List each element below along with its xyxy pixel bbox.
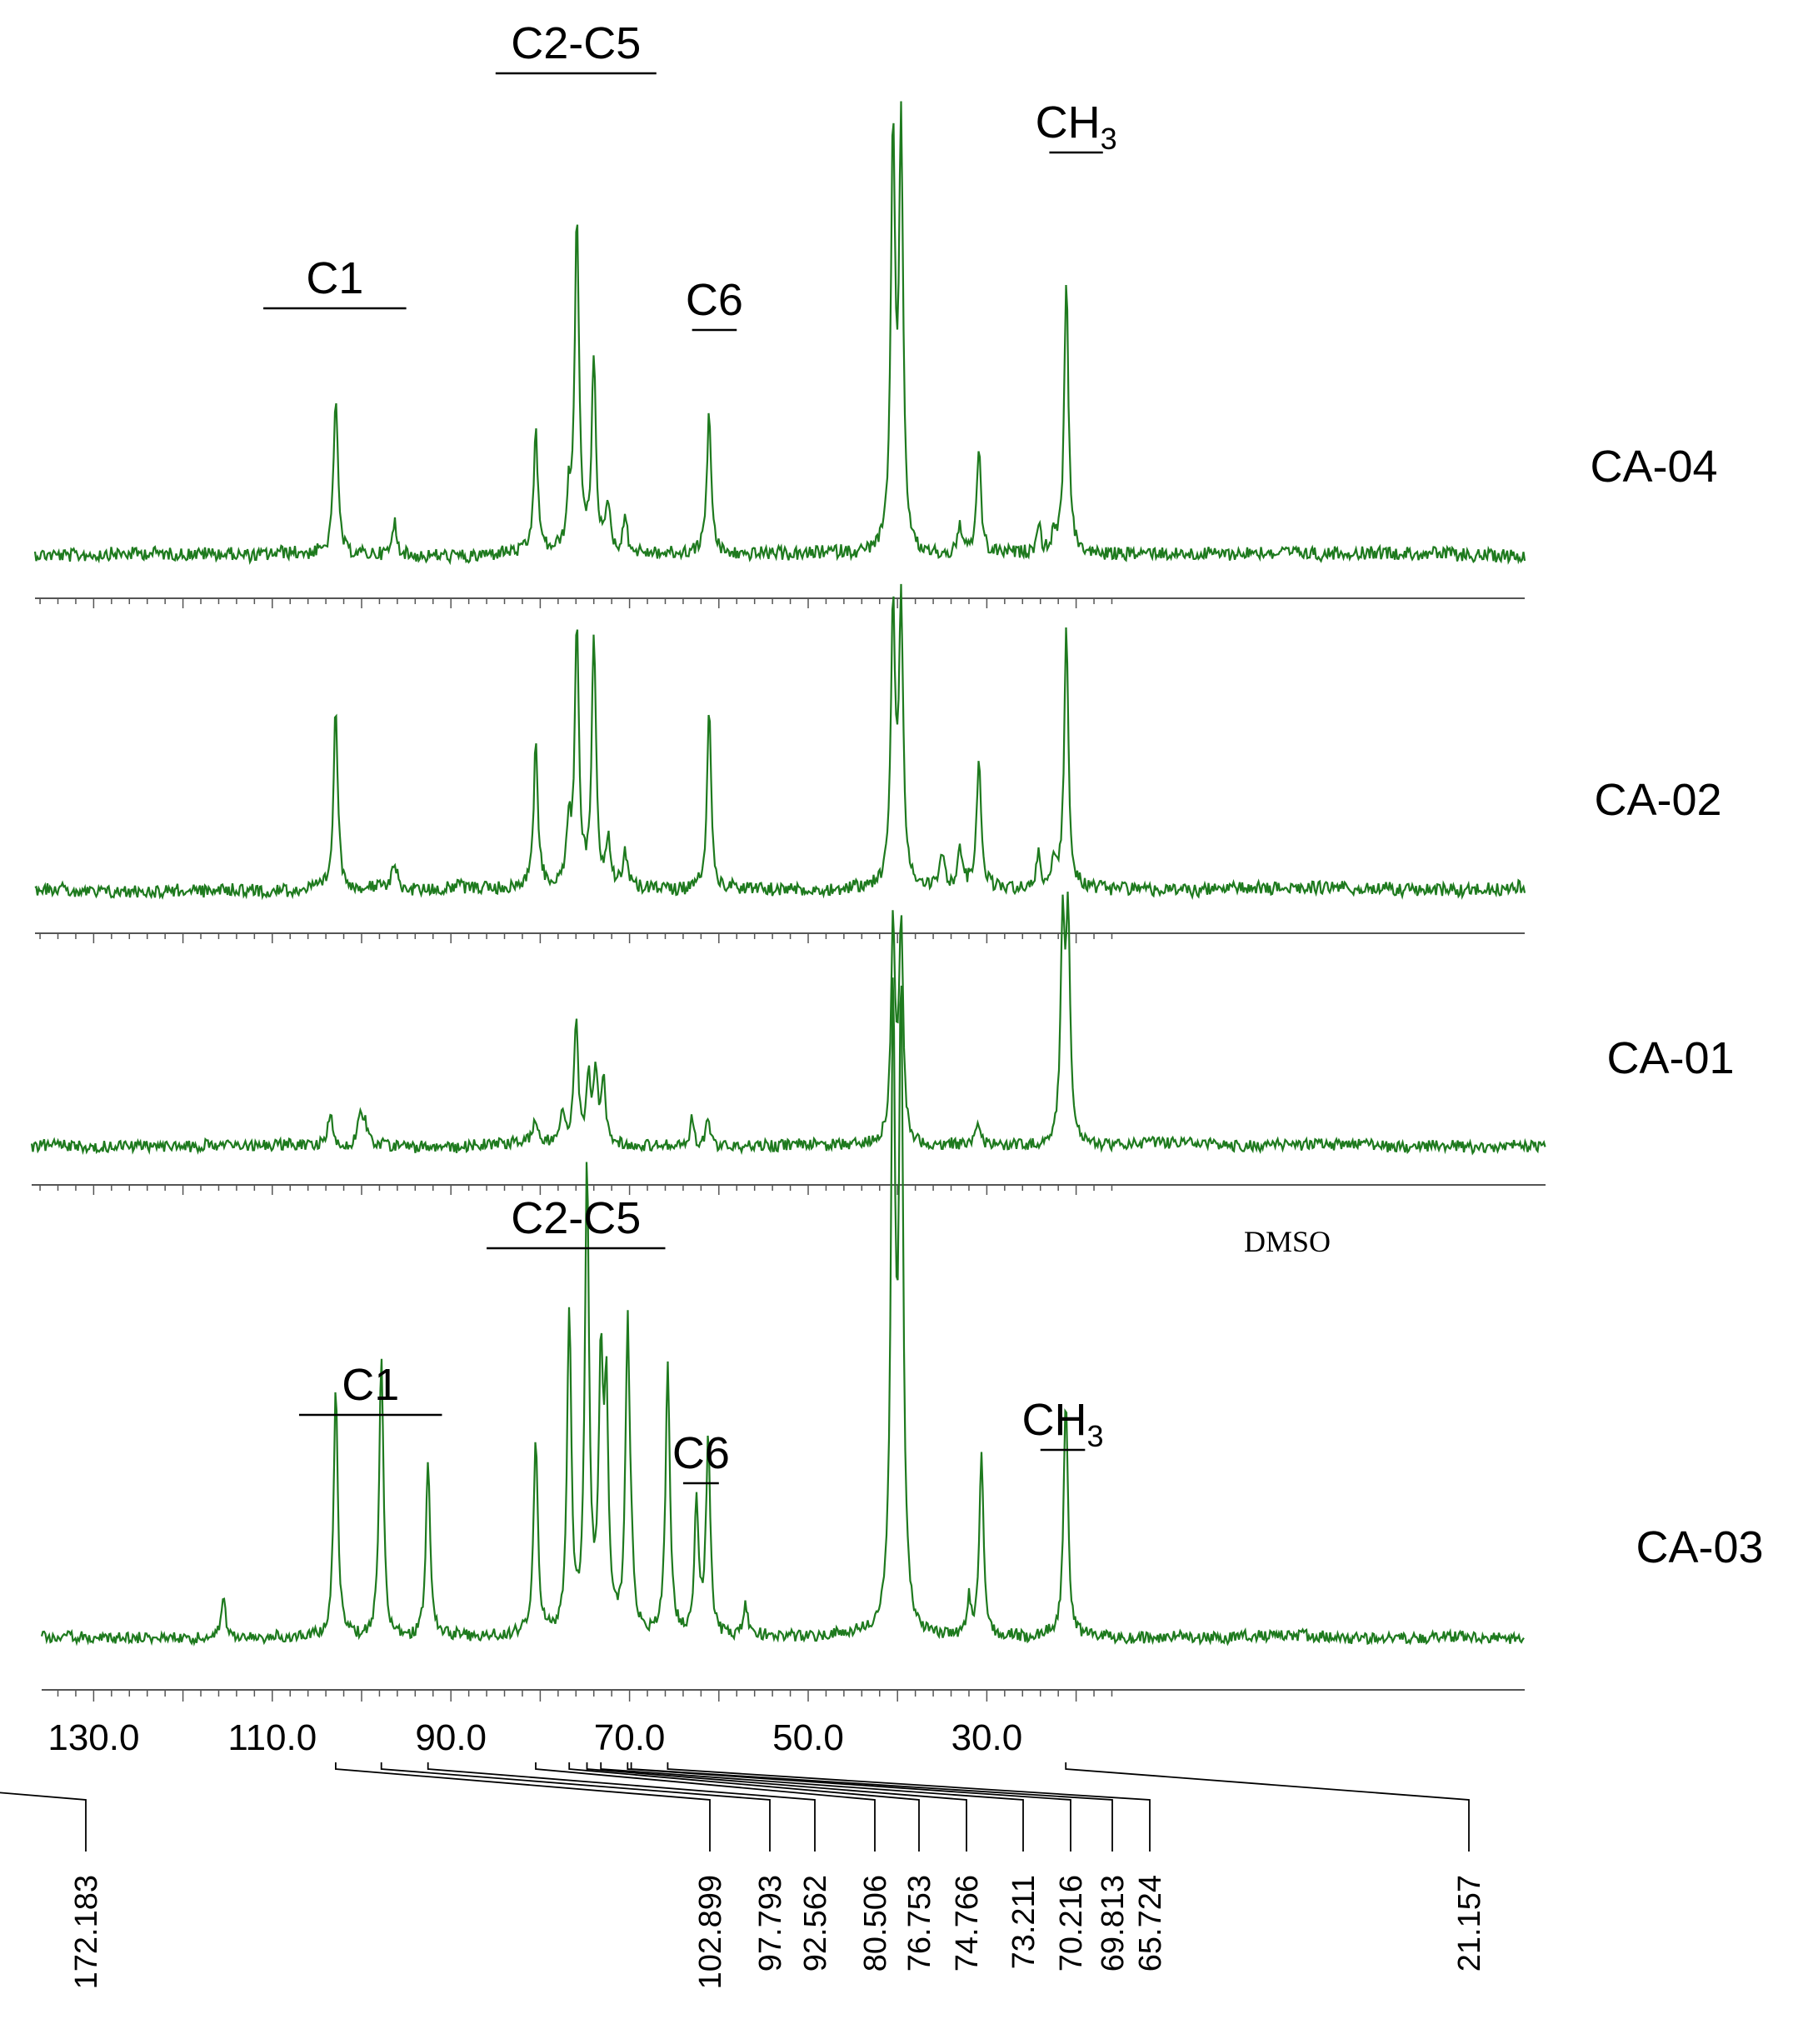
peak-leader-line [1065,1762,1470,1852]
peak-leader-line [380,1762,771,1852]
peak-shift-label: 65.724 [1133,1875,1168,1972]
spectrum-trace-ca-03 [40,977,1525,1647]
peak-leader-line [586,1762,967,1852]
series-label-ca-04: CA-04 [1590,442,1717,492]
peak-leader-line [427,1762,816,1852]
annotation-ch3: CH3 [1036,97,1117,156]
annotation-c2-c5: C2-C5 [511,18,641,68]
panel-ca-02: CA-02 [34,583,1722,943]
peak-leader-line [600,1762,1024,1852]
peak-leader-line [568,1762,920,1852]
peak-shift-label: 102.899 [693,1875,728,1989]
x-tick-label: 30.0 [951,1717,1023,1758]
peak-shift-label: 76.753 [902,1875,937,1972]
peak-shift-label: 80.506 [858,1875,893,1972]
series-label-ca-03: CA-03 [1636,1522,1763,1572]
series-label-ca-02: CA-02 [1594,775,1721,825]
peak-shift-label: 73.211 [1006,1875,1041,1969]
peak-leader-line [535,1762,876,1852]
annotation-c2-c5: C2-C5 [511,1193,641,1243]
x-tick-label: 90.0 [415,1717,487,1758]
annotation-ch3: CH3 [1022,1395,1104,1453]
peak-leader-line [0,1792,87,1852]
annotation-c6: C6 [686,275,743,325]
annotation-subscript: 3 [1087,1419,1104,1453]
x-tick-label: 50.0 [772,1717,844,1758]
annotation-c1: C1 [342,1360,399,1410]
annotation-c6: C6 [672,1428,730,1478]
peak-shift-label: 70.216 [1054,1875,1089,1972]
dmso-label: DMSO [1244,1225,1331,1258]
spectrum-trace-ca-01 [30,892,1546,1156]
peak-leader-line [627,1762,1071,1852]
spectrum-trace-ca-04 [33,101,1526,566]
annotation-c1: C1 [306,253,363,303]
x-tick-label: 70.0 [594,1717,666,1758]
chemical-shift-labels: 172.183 102.899 97.793 92.562 80.506 76.753 74… [0,1762,1487,1989]
x-tick-label: 130.0 [47,1717,139,1758]
series-label-ca-01: CA-01 [1606,1033,1734,1083]
spectrum-trace-ca-02 [34,583,1526,901]
peak-shift-label: 74.766 [950,1875,985,1972]
panel-ca-01: CA-01 [30,892,1735,1195]
x-tick-label: 110.0 [227,1717,317,1758]
peak-leader-line [630,1762,1113,1852]
peak-shift-label: 172.183 [69,1875,104,1989]
peak-leader-line [667,1762,1151,1852]
peak-shift-label: 97.793 [753,1875,788,1972]
annotation-subscript: 3 [1101,122,1117,156]
peak-shift-label: 69.813 [1096,1875,1131,1972]
peak-shift-label: 21.157 [1452,1875,1487,1972]
peak-shift-label: 92.562 [798,1875,833,1972]
peak-leader-line [335,1762,711,1852]
